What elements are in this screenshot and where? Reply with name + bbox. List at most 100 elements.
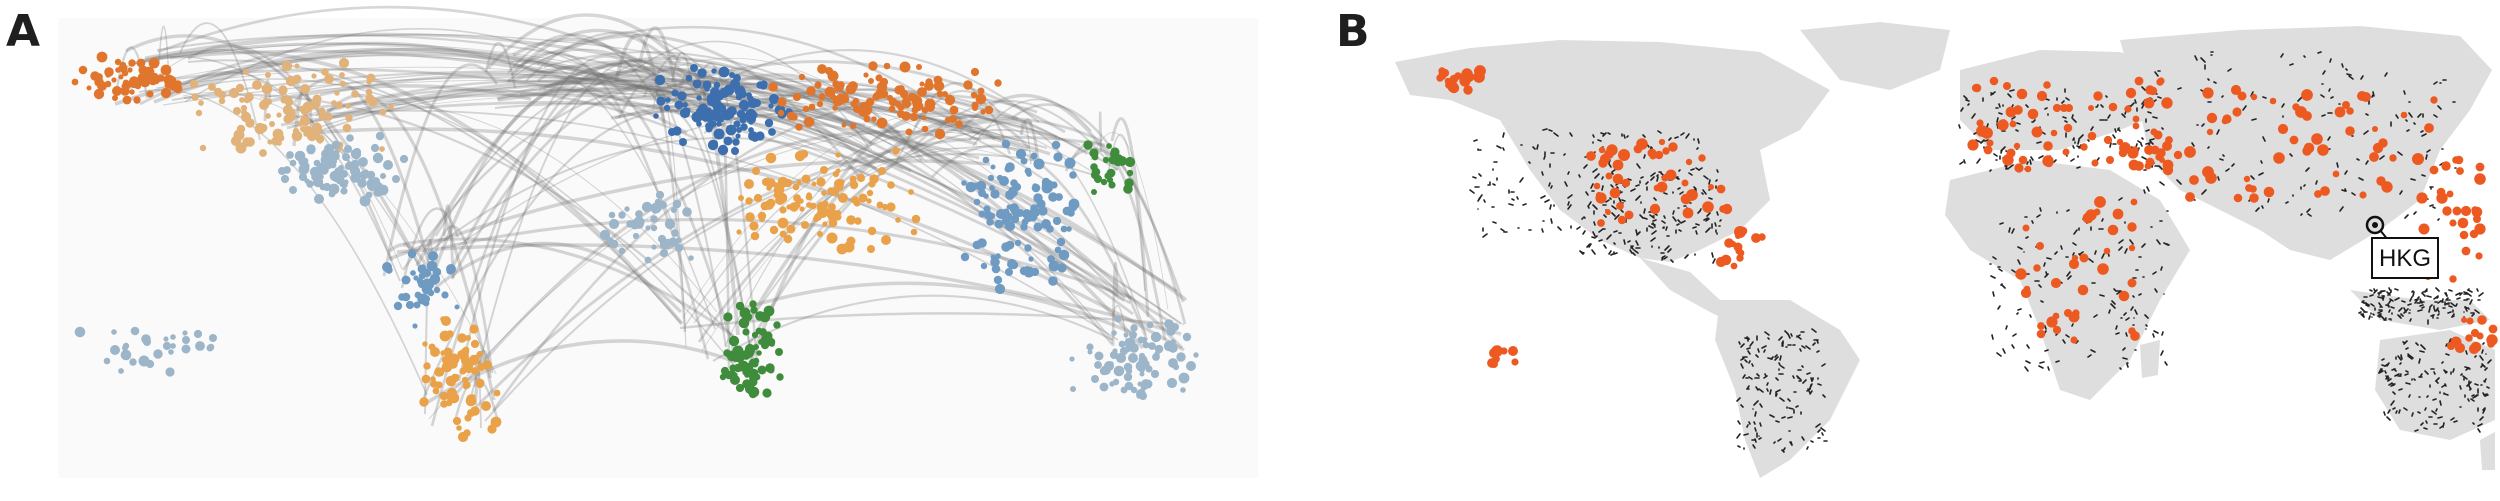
- network-mark: [2143, 189, 2146, 194]
- network-mark: [1601, 176, 1604, 180]
- airport-dot: [1662, 147, 1670, 155]
- airport-node: [475, 378, 485, 388]
- airport-node: [1104, 361, 1114, 371]
- airport-node: [769, 225, 779, 235]
- route-line: [754, 129, 1061, 315]
- network-mark: [1971, 113, 1976, 119]
- network-mark: [1680, 132, 1685, 136]
- airport-dot: [2036, 242, 2044, 250]
- airport-node: [1111, 330, 1117, 336]
- network-mark: [2109, 142, 2112, 148]
- airport-node: [388, 104, 394, 110]
- network-mark: [2414, 429, 2419, 432]
- airport-node: [916, 64, 922, 70]
- network-mark: [2054, 251, 2058, 255]
- airport-node: [218, 97, 226, 105]
- airport-dot: [1617, 215, 1627, 225]
- network-mark: [2418, 358, 2421, 364]
- network-mark: [2110, 303, 2116, 309]
- airport-network-marks: [1469, 51, 2492, 453]
- airport-dot: [1624, 210, 1634, 220]
- airport-node: [990, 257, 1000, 267]
- airport-dot: [2173, 150, 2183, 160]
- network-mark: [1610, 184, 1614, 188]
- airport-node: [325, 113, 333, 121]
- route-line: [746, 111, 997, 370]
- airport-node: [493, 389, 501, 397]
- airport-node: [729, 72, 735, 78]
- airport-node: [346, 134, 354, 142]
- route-line: [642, 85, 687, 333]
- airport-node: [459, 351, 469, 361]
- network-mark: [1759, 422, 1762, 427]
- airport-node: [1130, 324, 1138, 332]
- network-mark: [2125, 317, 2130, 321]
- route-line: [1019, 118, 1041, 168]
- route-line: [455, 130, 978, 394]
- airport-node: [1047, 255, 1055, 263]
- route-line: [652, 87, 687, 348]
- network-mark: [1685, 133, 1690, 139]
- network-mark: [2327, 136, 2331, 141]
- route-line: [169, 49, 1176, 327]
- route-line: [735, 73, 924, 162]
- network-mark: [2130, 306, 2134, 311]
- airport-dot: [2237, 91, 2247, 101]
- network-mark: [1636, 163, 1641, 169]
- network-mark: [2043, 262, 2046, 267]
- network-mark: [1522, 203, 1527, 206]
- network-mark: [2055, 360, 2060, 363]
- airport-node: [792, 183, 800, 191]
- airport-node: [90, 71, 100, 81]
- network-mark: [2441, 361, 2444, 364]
- route-line: [610, 108, 912, 173]
- network-mark: [2017, 246, 2023, 250]
- airport-dot: [2441, 161, 2451, 171]
- airport-node: [696, 95, 702, 101]
- airport-node: [835, 93, 847, 105]
- network-mark: [2090, 349, 2096, 353]
- route-line: [510, 28, 693, 83]
- network-mark: [2421, 292, 2426, 297]
- network-mark: [1999, 222, 2004, 225]
- route-line: [507, 59, 1145, 350]
- airport-dot: [2320, 186, 2330, 196]
- network-mark: [1774, 356, 1779, 361]
- airport-dot: [2454, 342, 2466, 354]
- network-mark: [1752, 444, 1756, 449]
- airport-node: [121, 69, 129, 77]
- panel-a-network-map: [71, 5, 1199, 443]
- airport-dot: [2162, 159, 2174, 171]
- airport-dot: [1491, 345, 1503, 357]
- network-mark: [1576, 226, 1581, 230]
- airport-dot: [2062, 148, 2070, 156]
- airport-node: [919, 81, 925, 87]
- network-mark: [2038, 365, 2044, 369]
- route-line: [542, 56, 874, 146]
- airport-node: [790, 113, 798, 121]
- network-mark: [1492, 183, 1496, 186]
- airport-node: [663, 104, 671, 112]
- airport-node: [367, 181, 377, 191]
- network-mark: [2411, 290, 2414, 293]
- network-mark: [2388, 382, 2393, 386]
- airport-node: [1172, 363, 1180, 371]
- route-line: [895, 89, 1001, 164]
- network-mark: [1532, 146, 1536, 150]
- airport-node: [165, 367, 175, 377]
- airport-node: [1033, 193, 1043, 203]
- airport-node: [993, 275, 1003, 285]
- airport-node: [715, 113, 725, 123]
- network-mark: [2487, 359, 2492, 364]
- network-mark: [2025, 236, 2029, 239]
- airport-dot: [2044, 158, 2054, 168]
- airport-dot: [2302, 111, 2312, 121]
- airport-node: [1148, 342, 1156, 350]
- airport-node: [863, 105, 873, 115]
- airport-node: [464, 414, 472, 422]
- network-mark: [1540, 195, 1546, 199]
- airport-node: [242, 137, 252, 147]
- airport-dot: [2128, 159, 2140, 171]
- airport-dot: [2128, 244, 2136, 252]
- network-mark: [2111, 300, 2116, 305]
